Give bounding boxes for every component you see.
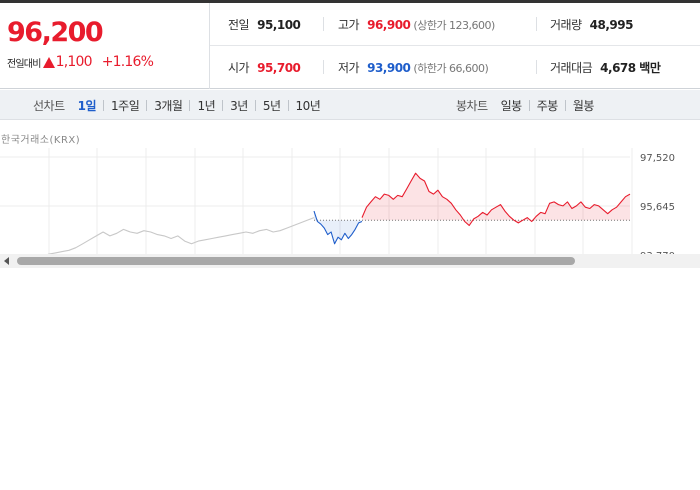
- quote-stats: 전일 95,100 고가 96,900 (상한가 123,600) 거래량 48…: [210, 3, 700, 89]
- tab-separator: [146, 99, 148, 111]
- line-chart-tabs: 선차트 1일 1주일 3개월 1년 3년 5년 10년: [33, 90, 321, 120]
- quote-header: 96,200 전일대비 1,100 +1.16% 전일 95,100 고가 96…: [0, 3, 700, 89]
- stat-value: 95,700: [257, 60, 301, 75]
- stat-value: 48,995: [589, 17, 634, 32]
- stat-volume: 거래량 48,995: [550, 16, 633, 33]
- scroll-left-arrow-icon[interactable]: [4, 257, 9, 265]
- tab-1w[interactable]: 1주일: [111, 98, 140, 113]
- tab-separator: [254, 99, 256, 111]
- stat-label: 거래량: [550, 18, 582, 32]
- lower-limit: (하한가 66,600): [413, 61, 489, 75]
- stat-open: 시가 95,700: [228, 59, 301, 76]
- tab-3m[interactable]: 3개월: [154, 98, 183, 113]
- up-triangle-icon: [42, 56, 55, 68]
- stat-value: 95,100: [257, 17, 301, 32]
- change-percent: +1.16%: [101, 54, 154, 70]
- candle-chart-title: 봉차트: [456, 98, 488, 113]
- stat-value: 4,678 백만: [600, 61, 661, 75]
- change-value: 1,100: [55, 54, 93, 70]
- stat-separator: [323, 60, 324, 74]
- chart-tabs: 선차트 1일 1주일 3개월 1년 3년 5년 10년 봉차트 일봉 주봉 월봉: [0, 90, 700, 120]
- price-line-up: [361, 172, 631, 227]
- tab-weekly-candle[interactable]: 주봉: [536, 98, 559, 113]
- stat-value: 93,900: [367, 60, 411, 75]
- down-area-fill: [314, 211, 362, 244]
- stat-separator: [536, 60, 537, 74]
- stat-prev-close: 전일 95,100: [228, 16, 301, 33]
- stat-label: 거래대금: [550, 61, 593, 75]
- data-source-label: 한국거래소(KRX): [1, 135, 81, 146]
- previous-session-line: [47, 217, 315, 254]
- tab-separator: [189, 99, 191, 111]
- stat-label: 시가: [228, 61, 250, 75]
- top-border: [0, 0, 700, 3]
- stat-low: 저가 93,900 (하한가 66,600): [338, 59, 489, 76]
- stat-label: 전일: [228, 18, 250, 32]
- change-row: 전일대비 1,100 +1.16%: [7, 54, 154, 70]
- change-label: 전일대비: [7, 58, 41, 70]
- tab-5y[interactable]: 5년: [262, 98, 281, 113]
- horizontal-scrollbar[interactable]: [0, 254, 700, 268]
- current-price: 96,200: [7, 17, 104, 48]
- line-chart-title: 선차트: [33, 98, 65, 113]
- tab-separator: [528, 99, 530, 111]
- tab-separator: [287, 99, 289, 111]
- candle-chart-tabs: 봉차트 일봉 주봉 월봉: [456, 90, 594, 120]
- tab-monthly-candle[interactable]: 월봉: [572, 98, 595, 113]
- stat-separator: [536, 17, 537, 31]
- stats-divider: [210, 45, 700, 46]
- stat-value: 96,900: [367, 17, 411, 32]
- tab-daily-candle[interactable]: 일봉: [500, 98, 523, 113]
- up-area-fill: [362, 173, 630, 226]
- stat-high: 고가 96,900 (상한가 123,600): [338, 16, 495, 33]
- upper-limit: (상한가 123,600): [413, 18, 495, 32]
- tab-separator: [564, 99, 566, 111]
- stat-trade-value: 거래대금 4,678 백만: [550, 59, 661, 76]
- scrollbar-thumb[interactable]: [17, 257, 575, 265]
- y-tick-label: 95,645: [640, 202, 675, 213]
- tab-3y[interactable]: 3년: [230, 98, 248, 113]
- tab-separator: [103, 99, 105, 111]
- stat-label: 고가: [338, 18, 360, 32]
- price-box: 96,200 전일대비 1,100 +1.16%: [0, 3, 210, 89]
- price-line-down: [313, 210, 363, 245]
- y-tick-label: 93,770: [640, 251, 675, 254]
- y-tick-label: 97,520: [640, 153, 675, 164]
- tab-separator: [222, 99, 224, 111]
- stat-separator: [323, 17, 324, 31]
- tab-1y[interactable]: 1년: [197, 98, 216, 113]
- tab-1d[interactable]: 1일: [77, 98, 97, 113]
- stat-label: 저가: [338, 61, 360, 75]
- price-chart: 97,520 95,645 93,770: [0, 148, 700, 254]
- price-chart-svg: 97,520 95,645 93,770: [0, 148, 675, 254]
- tab-10y[interactable]: 10년: [295, 98, 321, 113]
